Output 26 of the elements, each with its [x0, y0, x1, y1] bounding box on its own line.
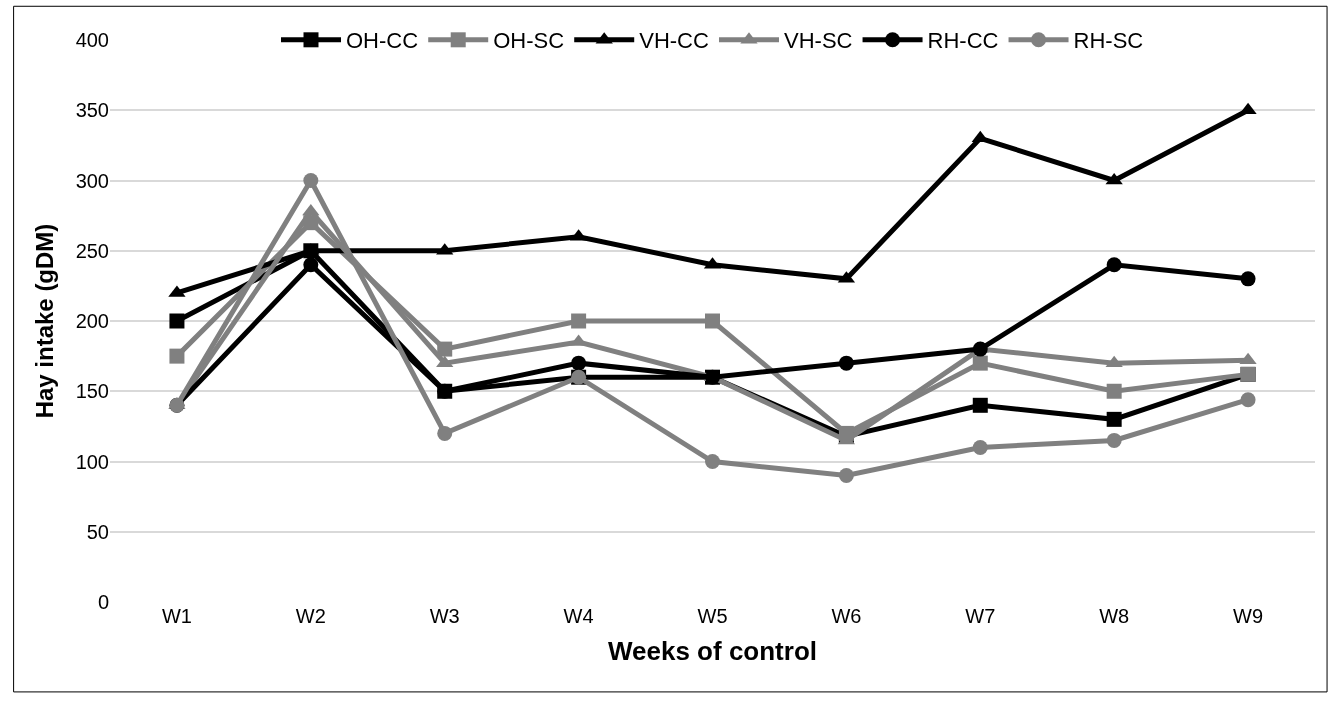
x-tick-label: W1 [161, 605, 192, 627]
y-tick-label: 100 [75, 450, 109, 473]
y-axis-title: Hay intake (gDM) [30, 223, 58, 419]
y-tick-label: 250 [75, 239, 109, 262]
y-tick-label: 350 [75, 99, 109, 122]
legend-label: VH-SC [783, 28, 853, 54]
legend-label: OH-CC [346, 28, 419, 54]
x-tick-label: W4 [563, 605, 594, 627]
x-axis-title: Weeks of control [607, 635, 818, 666]
y-tick-label: 400 [75, 29, 109, 51]
x-tick-label: W5 [697, 605, 728, 627]
y-tick-label: 150 [75, 380, 109, 403]
y-tick-label: 50 [86, 520, 109, 543]
legend-label: VH-CC [639, 28, 709, 54]
y-tick-label: 200 [75, 310, 109, 332]
x-tick-label: W3 [429, 605, 460, 627]
x-tick-label: W9 [1233, 605, 1264, 627]
legend-label: RH-CC [927, 28, 999, 54]
x-tick-label: W2 [295, 605, 326, 627]
y-tick-label: 300 [75, 169, 109, 192]
x-tick-label: W6 [831, 605, 862, 627]
legend-label: RH-SC [1073, 28, 1144, 54]
y-tick-label: 0 [97, 591, 109, 613]
x-tick-label: W7 [965, 605, 996, 627]
legend-label: OH-SC [493, 28, 565, 54]
x-tick-label: W8 [1099, 605, 1130, 627]
